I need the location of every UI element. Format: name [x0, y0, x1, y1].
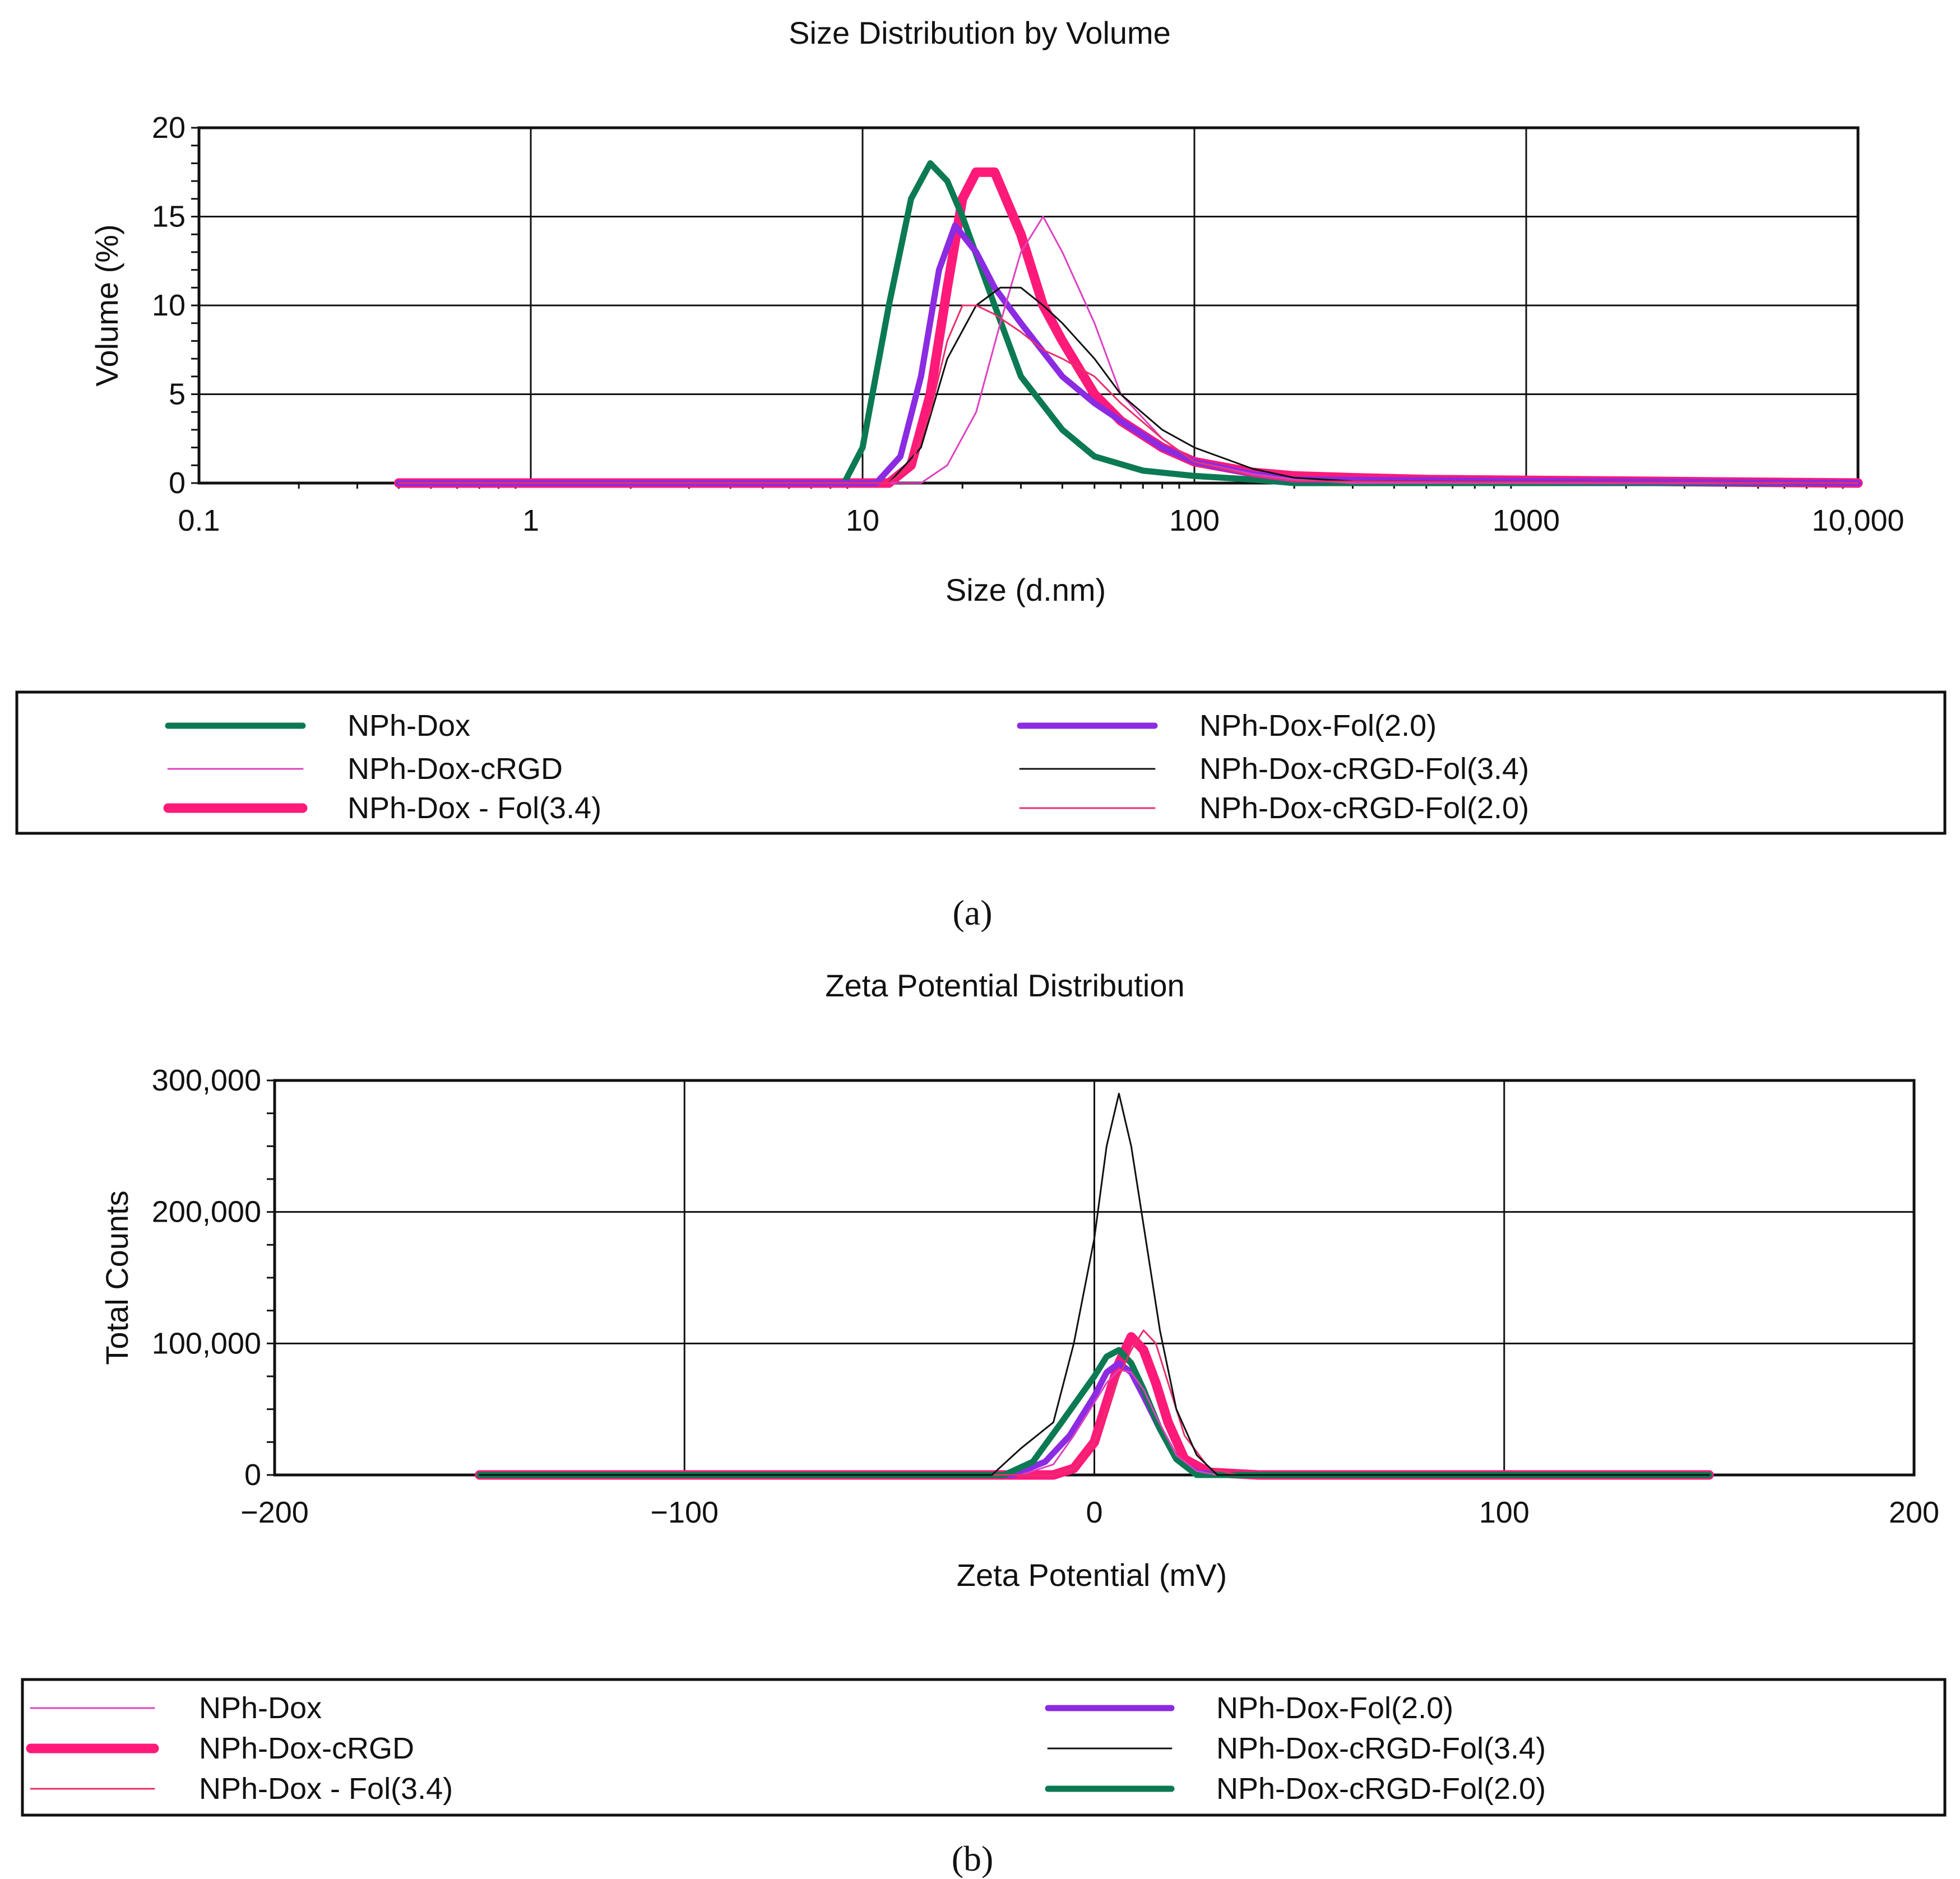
chart-a-x-tick-label: 1000 — [1493, 504, 1560, 537]
chart-a-series-line-5 — [397, 286, 1859, 484]
chart-a-x-tick-label: 10 — [846, 504, 879, 537]
chart-b-series-line-5 — [479, 1093, 1710, 1476]
chart-b-title: Zeta Potential Distribution — [825, 968, 1184, 1003]
chart-a-y-tick-label: 0 — [169, 466, 186, 500]
chart-a-x-tick-label: 0.1 — [178, 504, 220, 537]
chart-b-series-line-6 — [476, 1347, 1712, 1478]
chart-a-x-axis-label: Size (d.nm) — [946, 572, 1106, 607]
panel-b-label: (b) — [952, 1839, 994, 1878]
chart-a-legend: NPh-Dox NPh-Dox-cRGD NPh-Dox - Fol(3.4) NPh… — [15, 690, 1947, 835]
chart-a-grid — [199, 128, 1858, 483]
chart-a-y-axis-label: Volume (%) — [89, 224, 124, 386]
chart-a-legend-label-4: NPh-Dox-Fol(2.0) — [1199, 709, 1437, 743]
chart-a-plot-frame — [197, 126, 1860, 485]
chart-a-legend-label-1: NPh-Dox — [347, 709, 470, 743]
chart-a-title: Size Distribution by Volume — [789, 15, 1171, 50]
chart-a-x-tick-label: 10,000 — [1811, 504, 1904, 537]
chart-b-legend: NPh-Dox NPh-Dox-cRGD NPh-Dox - Fol(3.4) NPh… — [21, 1678, 1947, 1817]
chart-a-series-line-2 — [397, 216, 1859, 484]
chart-a-x-tick-label: 100 — [1169, 504, 1220, 537]
chart-b-x-tick-label: 200 — [1889, 1496, 1939, 1529]
chart-a-y-tick-labels: 0 5 10 15 20 — [152, 111, 186, 500]
chart-a-y-tick-label: 10 — [152, 289, 186, 322]
chart-a-legend-label-2: NPh-Dox-cRGD — [347, 752, 563, 786]
chart-b-y-axis-label: Total Counts — [99, 1190, 135, 1365]
chart-a-y-tick-label: 5 — [169, 378, 186, 411]
chart-b-legend-frame — [21, 1678, 1947, 1817]
chart-a-legend-label-6: NPh-Dox-cRGD-Fol(2.0) — [1199, 791, 1529, 825]
chart-a-y-tick-label: 20 — [152, 111, 186, 145]
chart-b-x-tick-label: −200 — [240, 1496, 309, 1529]
chart-b-y-tick-label: 100,000 — [152, 1326, 261, 1360]
chart-b-legend-label-3: NPh-Dox - Fol(3.4) — [199, 1772, 453, 1806]
chart-b-x-tick-label: −100 — [650, 1496, 719, 1529]
chart-a-series-line-6 — [397, 304, 1859, 484]
chart-b-legend-label-2: NPh-Dox-cRGD — [199, 1732, 414, 1765]
chart-a-legend-label-5: NPh-Dox-cRGD-Fol(3.4) — [1199, 752, 1529, 786]
chart-size-distribution: Size Distribution by Volume 0.1 1 10 100 100… — [15, 15, 1947, 932]
chart-b-legend-label-1: NPh-Dox — [199, 1691, 322, 1725]
panel-a-label: (a) — [952, 893, 992, 932]
chart-b-y-tick-labels: 0 100,000 200,000 300,000 — [152, 1064, 261, 1492]
chart-b-y-tick-label: 0 — [244, 1458, 261, 1492]
chart-b-x-tick-label: 0 — [1086, 1496, 1102, 1529]
chart-a-series-line-4 — [395, 222, 1861, 486]
chart-b-y-tick-label: 300,000 — [152, 1064, 261, 1097]
chart-a-minor-ticks — [191, 127, 1844, 489]
chart-a-x-tick-labels: 0.1 1 10 100 1000 10,000 — [178, 504, 1904, 537]
chart-a-legend-label-3: NPh-Dox - Fol(3.4) — [347, 791, 601, 825]
chart-b-y-tick-label: 200,000 — [152, 1195, 261, 1229]
chart-a-series-line-1 — [395, 160, 1861, 486]
chart-zeta-potential: Zeta Potential Distribution −200 −100 0 100… — [21, 968, 1947, 1878]
chart-b-legend-label-6: NPh-Dox-cRGD-Fol(2.0) — [1216, 1772, 1546, 1806]
chart-a-series-line-3 — [393, 167, 1863, 488]
chart-b-legend-label-4: NPh-Dox-Fol(2.0) — [1216, 1691, 1453, 1725]
chart-a-y-tick-label: 15 — [152, 200, 186, 234]
chart-a-x-tick-label: 1 — [522, 504, 539, 537]
chart-a-series-group — [393, 160, 1863, 488]
chart-b-series-group — [475, 1093, 1714, 1480]
chart-a-legend-frame — [15, 690, 1947, 835]
chart-b-x-tick-labels: −200 −100 0 100 200 — [240, 1496, 1939, 1529]
chart-b-x-tick-label: 100 — [1479, 1496, 1530, 1529]
chart-b-legend-label-5: NPh-Dox-cRGD-Fol(3.4) — [1216, 1732, 1546, 1765]
chart-b-grid — [275, 1080, 1914, 1475]
chart-b-x-axis-label: Zeta Potential (mV) — [957, 1557, 1227, 1593]
chart-b-plot-frame — [273, 1079, 1916, 1477]
chart-b-series-line-1 — [479, 1368, 1710, 1476]
